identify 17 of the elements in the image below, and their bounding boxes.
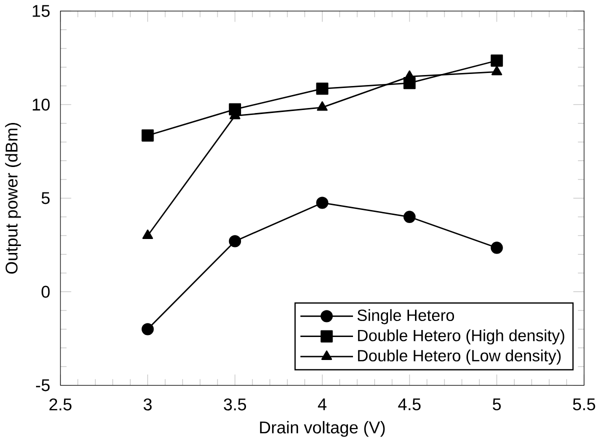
x-tick-label: 3 — [144, 398, 152, 410]
x-tick-label: 5 — [492, 398, 501, 410]
x-tick-label: 4.5 — [398, 398, 421, 410]
legend-label: Single Hetero — [357, 309, 454, 324]
y-tick-label: 5 — [42, 192, 50, 204]
legend-label: Double Hetero (High density) — [358, 329, 564, 344]
legend-label: Double Hetero (Low density) — [358, 350, 561, 365]
y-axis-title: Output power (dBm) — [5, 123, 21, 274]
x-tick-label: 2.5 — [49, 398, 72, 410]
x-tick-label: 4 — [318, 398, 326, 410]
y-tick-label: -5 — [36, 379, 50, 392]
x-tick-label: 5.5 — [572, 398, 596, 410]
x-axis-title: Drain voltage (V) — [260, 421, 385, 437]
y-tick-label: 15 — [32, 5, 50, 17]
y-tick-label: 0 — [42, 286, 50, 298]
y-tick-label: 10 — [32, 98, 50, 111]
x-tick-label: 3.5 — [224, 398, 246, 410]
